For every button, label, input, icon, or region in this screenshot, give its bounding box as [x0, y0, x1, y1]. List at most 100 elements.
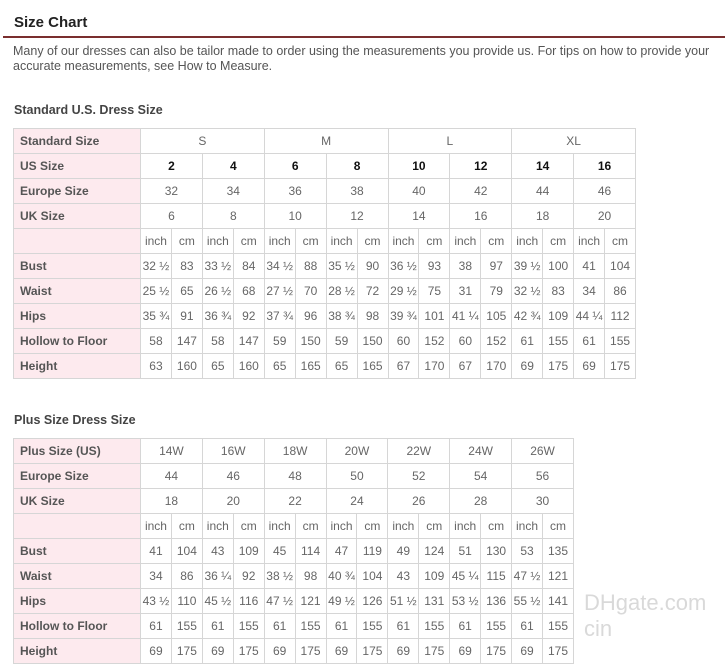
- table-cell: 110: [170, 588, 203, 614]
- table-cell: 24: [325, 488, 389, 514]
- table-cell: inch: [449, 228, 482, 254]
- table-cell: 69: [511, 638, 543, 664]
- table-cell: 155: [356, 613, 389, 639]
- table-cell: 101: [418, 303, 451, 329]
- table-cell: 49 ½: [325, 588, 358, 614]
- table-cell: M: [263, 128, 389, 154]
- table-cell: 36 ¾: [201, 303, 234, 329]
- table-cell: 20: [201, 488, 265, 514]
- table-cell: 69: [201, 638, 234, 664]
- table-cell: 109: [418, 563, 451, 589]
- table-cell: 165: [294, 353, 327, 379]
- table-cell: 65: [201, 353, 234, 379]
- row-label: Bust: [13, 253, 141, 279]
- table-cell: 112: [604, 303, 636, 329]
- table-cell: 36 ½: [387, 253, 420, 279]
- table-cell: 150: [356, 328, 389, 354]
- table-cell: 130: [480, 538, 513, 564]
- table-cell: 90: [356, 253, 389, 279]
- table-cell: 38: [449, 253, 482, 279]
- table-cell: 170: [480, 353, 513, 379]
- table-cell: 155: [604, 328, 636, 354]
- table-cell: 152: [418, 328, 451, 354]
- table-cell: 131: [418, 588, 451, 614]
- table-cell: inch: [325, 513, 358, 539]
- table-cell: 6: [263, 153, 327, 179]
- table-cell: cm: [418, 513, 451, 539]
- table-cell: 79: [480, 278, 513, 304]
- table-cell: 59: [325, 328, 358, 354]
- table-cell: inch: [511, 513, 543, 539]
- table-cell: 61: [140, 613, 172, 639]
- table-cell: cm: [170, 228, 203, 254]
- table-cell: 96: [294, 303, 327, 329]
- table-cell: cm: [542, 228, 575, 254]
- table-cell: inch: [325, 228, 358, 254]
- table-cell: 53: [511, 538, 543, 564]
- table-cell: 67: [387, 353, 420, 379]
- table-cell: 175: [356, 638, 389, 664]
- table-cell: 39 ½: [511, 253, 544, 279]
- table-cell: 69: [140, 638, 172, 664]
- watermark: DHgate.com cin: [584, 590, 707, 641]
- table-cell: inch: [201, 513, 234, 539]
- table-cell: 48: [263, 463, 327, 489]
- table-cell: 60: [449, 328, 482, 354]
- table-cell: 150: [294, 328, 327, 354]
- table-cell: 155: [294, 613, 327, 639]
- table-cell: 26 ½: [201, 278, 234, 304]
- table-cell: 155: [232, 613, 265, 639]
- table-cell: 86: [604, 278, 636, 304]
- table-cell: 135: [541, 538, 575, 564]
- table-cell: 12: [325, 203, 389, 229]
- table-cell: 69: [573, 353, 606, 379]
- table-row: Waist 25 ½ 65 26 ½ 68 27 ½ 70 28 ½ 72 29 ½ 75 31 79 3…: [13, 278, 636, 304]
- table-row: Waist 34 86 36 ¼ 92 38 ½ 98 40 ¾ 104 43 109 45 ¼ 115…: [13, 563, 575, 589]
- table-cell: 28: [449, 488, 513, 514]
- table-cell: 55 ½: [511, 588, 543, 614]
- table-cell: 72: [356, 278, 389, 304]
- plus-size-table: Plus Size (US) 14W 16W 18W 20W 22W 24W 26W Europ…: [13, 438, 575, 664]
- table-cell: 84: [232, 253, 265, 279]
- table-cell: 109: [542, 303, 575, 329]
- table-cell: 18W: [263, 438, 327, 464]
- row-label: Europe Size: [13, 178, 141, 204]
- table-cell: cm: [480, 513, 513, 539]
- table-cell: 61: [387, 613, 420, 639]
- table-cell: 41: [140, 538, 172, 564]
- table-cell: 119: [356, 538, 389, 564]
- table-cell: 65: [170, 278, 203, 304]
- table-cell: 126: [356, 588, 389, 614]
- table-cell: 26W: [511, 438, 574, 464]
- table-cell: 40: [387, 178, 451, 204]
- table-cell: 22: [263, 488, 327, 514]
- row-label: Plus Size (US): [13, 438, 141, 464]
- table-row: Height 63 160 65 160 65 165 65 165 67 170 67 170 69 17…: [13, 353, 636, 379]
- row-label: Waist: [13, 278, 141, 304]
- table-cell: 67: [449, 353, 482, 379]
- table-cell: 160: [232, 353, 265, 379]
- table-cell: inch: [263, 513, 296, 539]
- table-cell: cm: [170, 513, 203, 539]
- row-label: Height: [13, 353, 141, 379]
- table-cell: 34: [140, 563, 172, 589]
- row-label: Europe Size: [13, 463, 141, 489]
- table-cell: 105: [480, 303, 513, 329]
- table-cell: 40 ¾: [325, 563, 358, 589]
- row-label: Bust: [13, 538, 141, 564]
- table-cell: 51 ½: [387, 588, 420, 614]
- table-cell: 83: [170, 253, 203, 279]
- table-cell: 124: [418, 538, 451, 564]
- table-cell: 10: [263, 203, 327, 229]
- table-cell: 109: [232, 538, 265, 564]
- row-label: [13, 513, 141, 539]
- table-cell: 104: [170, 538, 203, 564]
- table-cell: 45 ½: [201, 588, 234, 614]
- table-cell: 49: [387, 538, 420, 564]
- row-label: Hollow to Floor: [13, 328, 141, 354]
- table-cell: 34: [573, 278, 606, 304]
- table-cell: cm: [232, 228, 265, 254]
- table-cell: 20W: [325, 438, 389, 464]
- row-label: Hollow to Floor: [13, 613, 141, 639]
